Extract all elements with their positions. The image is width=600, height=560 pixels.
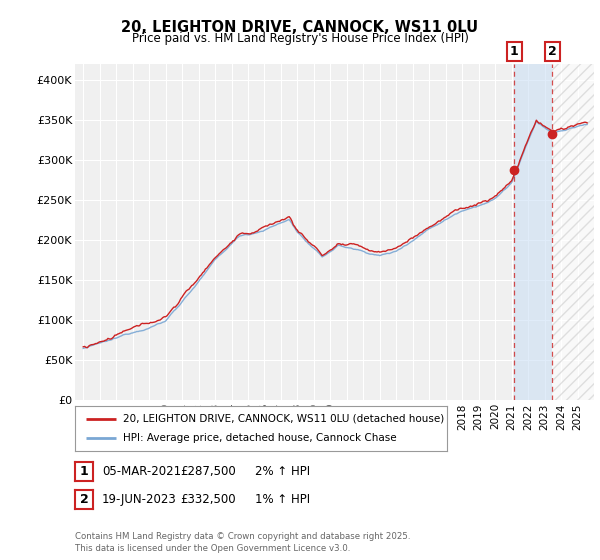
Text: 1: 1 bbox=[510, 45, 519, 58]
Text: 19-JUN-2023: 19-JUN-2023 bbox=[102, 493, 177, 506]
Text: £287,500: £287,500 bbox=[180, 465, 236, 478]
Text: HPI: Average price, detached house, Cannock Chase: HPI: Average price, detached house, Cann… bbox=[124, 433, 397, 444]
Text: 20, LEIGHTON DRIVE, CANNOCK, WS11 0LU (detached house): 20, LEIGHTON DRIVE, CANNOCK, WS11 0LU (d… bbox=[124, 413, 445, 423]
Text: 2: 2 bbox=[548, 45, 557, 58]
Text: 1% ↑ HPI: 1% ↑ HPI bbox=[255, 493, 310, 506]
Text: 2: 2 bbox=[80, 493, 88, 506]
Bar bbox=[552, 64, 594, 400]
Text: Price paid vs. HM Land Registry's House Price Index (HPI): Price paid vs. HM Land Registry's House … bbox=[131, 32, 469, 45]
Text: Contains HM Land Registry data © Crown copyright and database right 2025.
This d: Contains HM Land Registry data © Crown c… bbox=[75, 533, 410, 553]
Text: 1: 1 bbox=[80, 465, 88, 478]
Text: 20, LEIGHTON DRIVE, CANNOCK, WS11 0LU: 20, LEIGHTON DRIVE, CANNOCK, WS11 0LU bbox=[121, 20, 479, 35]
Bar bbox=[552, 64, 594, 400]
Text: £332,500: £332,500 bbox=[180, 493, 236, 506]
Text: 05-MAR-2021: 05-MAR-2021 bbox=[102, 465, 181, 478]
Bar bbox=[514, 64, 552, 400]
Text: 2% ↑ HPI: 2% ↑ HPI bbox=[255, 465, 310, 478]
